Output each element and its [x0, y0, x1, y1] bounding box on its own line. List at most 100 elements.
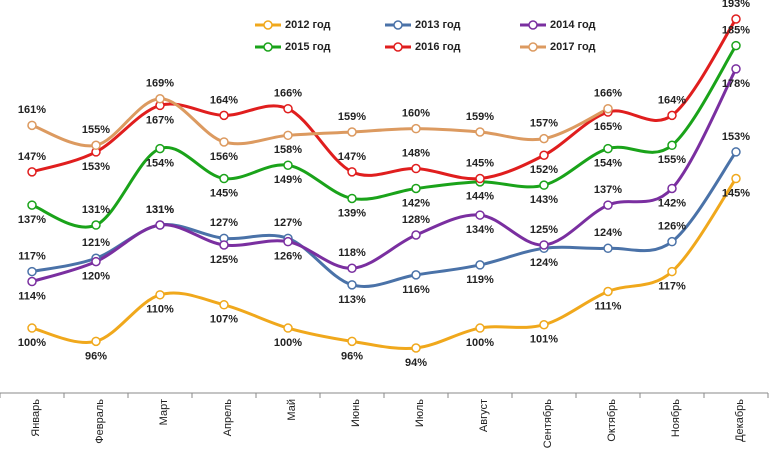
- x-tick-label: Февраль: [94, 399, 106, 444]
- data-point: [539, 319, 549, 330]
- data-label: 153%: [82, 161, 110, 173]
- data-point: [539, 133, 549, 144]
- data-point: [27, 120, 37, 131]
- data-label: 143%: [530, 194, 558, 206]
- legend-label: 2016 год: [415, 41, 461, 53]
- data-point: [155, 290, 165, 300]
- data-label: 160%: [402, 108, 430, 120]
- data-point: [27, 276, 37, 287]
- x-tick-label: Июнь: [350, 399, 362, 427]
- data-label: 110%: [146, 304, 174, 316]
- data-point: [91, 220, 101, 230]
- data-point: [603, 103, 613, 114]
- data-label: 139%: [338, 207, 366, 219]
- data-label: 145%: [722, 187, 750, 199]
- data-point: [27, 167, 37, 177]
- data-point: [475, 323, 485, 333]
- data-label: 178%: [722, 78, 750, 90]
- data-label: 165%: [594, 121, 622, 133]
- data-label: 101%: [530, 334, 558, 346]
- data-label: 124%: [530, 257, 558, 269]
- data-label: 148%: [402, 147, 430, 159]
- data-point: [347, 280, 357, 290]
- data-point: [667, 183, 677, 194]
- data-label: 116%: [402, 284, 430, 296]
- data-label: 128%: [402, 214, 430, 226]
- series-line: [31, 44, 738, 229]
- x-tick-label: Август: [478, 399, 490, 432]
- data-label: 131%: [82, 204, 110, 216]
- legend-label: 2015 год: [285, 41, 331, 53]
- data-label: 126%: [274, 251, 302, 263]
- data-label: 96%: [85, 350, 107, 362]
- data-point: [475, 210, 485, 220]
- data-label: 137%: [594, 184, 622, 196]
- data-label: 142%: [402, 197, 430, 209]
- data-point: [411, 123, 421, 134]
- data-label: 127%: [274, 217, 302, 229]
- data-point: [27, 200, 37, 210]
- legend-marker: [528, 20, 538, 30]
- data-point: [539, 180, 549, 190]
- data-label: 142%: [658, 197, 686, 209]
- data-point: [731, 14, 741, 24]
- data-point: [283, 323, 293, 333]
- data-label: 144%: [466, 191, 494, 203]
- data-point: [27, 266, 37, 277]
- data-label: 117%: [18, 250, 46, 262]
- data-point: [219, 300, 229, 310]
- data-label: 125%: [210, 254, 238, 266]
- data-label: 147%: [18, 151, 46, 163]
- data-label: 164%: [210, 94, 238, 106]
- data-point: [347, 167, 357, 177]
- data-point: [91, 140, 101, 151]
- data-point: [219, 173, 229, 184]
- data-label: 113%: [338, 294, 366, 306]
- data-point: [283, 130, 293, 141]
- data-label: 185%: [722, 24, 750, 36]
- data-label: 100%: [18, 337, 46, 349]
- data-label: 137%: [18, 214, 46, 226]
- data-label: 114%: [18, 290, 46, 302]
- data-point: [91, 336, 101, 347]
- data-label: 94%: [405, 357, 427, 369]
- legend-marker: [528, 42, 538, 52]
- data-point: [411, 163, 421, 174]
- data-point: [411, 230, 421, 240]
- x-tick-label: Октябрь: [606, 399, 618, 442]
- series-line: [31, 18, 738, 181]
- data-point: [347, 336, 357, 347]
- x-tick-label: Январь: [30, 399, 42, 437]
- data-label: 164%: [658, 94, 686, 106]
- data-point: [411, 183, 421, 194]
- data-label: 117%: [658, 280, 686, 292]
- data-label: 107%: [210, 314, 238, 326]
- data-point: [219, 240, 229, 250]
- data-label: 125%: [530, 224, 558, 236]
- data-label: 155%: [82, 124, 110, 136]
- data-point: [155, 143, 165, 154]
- legend-label: 2017 год: [550, 41, 596, 53]
- data-point: [283, 236, 293, 247]
- data-point: [539, 240, 549, 250]
- legend-marker: [393, 20, 403, 30]
- series-line: [31, 97, 609, 148]
- data-label: 100%: [274, 337, 302, 349]
- data-point: [475, 173, 485, 184]
- data-point: [667, 236, 677, 247]
- data-point: [347, 193, 357, 204]
- data-point: [731, 40, 741, 51]
- data-label: 145%: [466, 157, 494, 169]
- x-tick-label: Апрель: [222, 399, 234, 437]
- data-point: [411, 343, 421, 353]
- x-tick-label: Май: [286, 399, 298, 421]
- data-label: 166%: [274, 88, 302, 100]
- data-point: [667, 266, 677, 277]
- data-label: 159%: [338, 111, 366, 123]
- data-label: 131%: [146, 204, 174, 216]
- data-label: 124%: [594, 227, 622, 239]
- data-label: 145%: [210, 187, 238, 199]
- data-label: 121%: [82, 237, 110, 249]
- data-point: [283, 160, 293, 170]
